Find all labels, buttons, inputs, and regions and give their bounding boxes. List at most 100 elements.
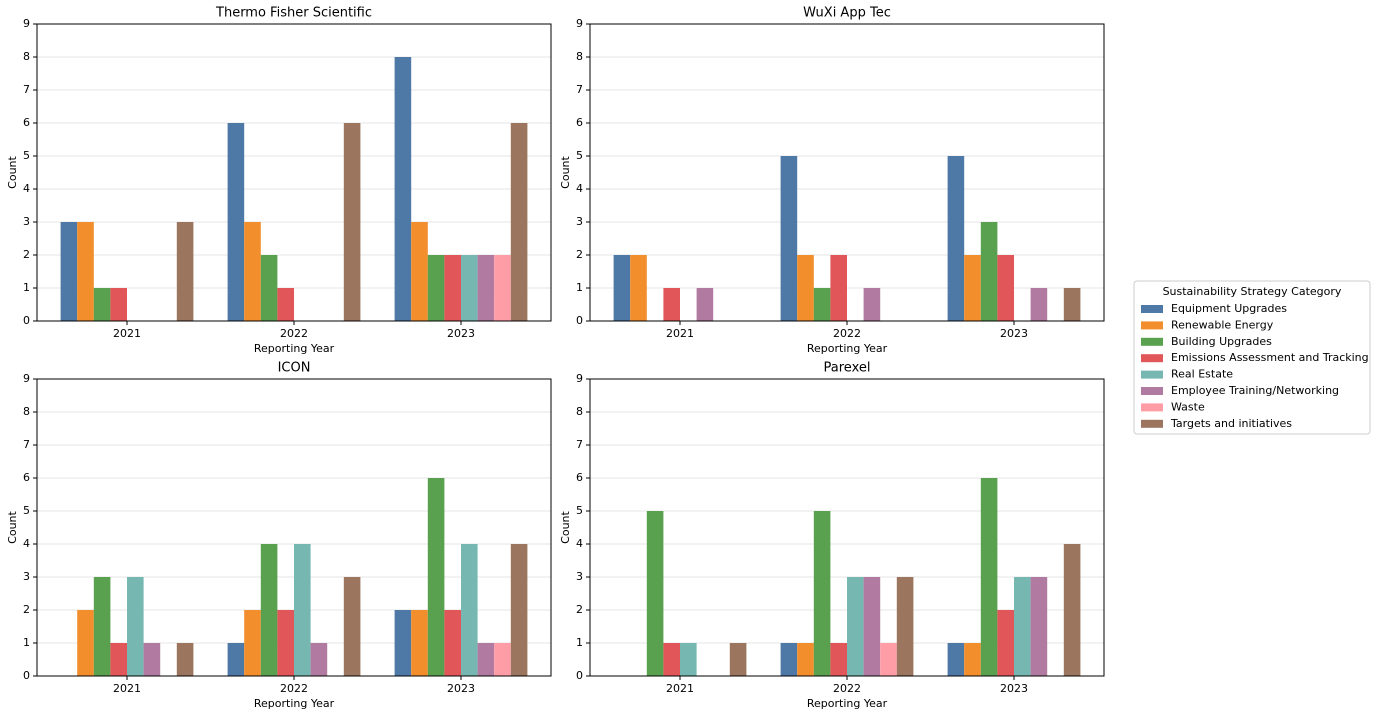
bar — [613, 255, 631, 321]
y-tick-label: 0 — [576, 669, 583, 682]
bar — [997, 610, 1014, 676]
y-tick-label: 9 — [23, 372, 30, 385]
bar — [277, 288, 294, 321]
y-tick-label: 1 — [23, 281, 30, 294]
bar — [863, 288, 881, 321]
y-tick-label: 3 — [23, 215, 30, 228]
bar — [830, 643, 847, 676]
bar — [343, 123, 361, 321]
chart-title: Thermo Fisher Scientific — [215, 6, 372, 21]
axes-frame — [36, 23, 552, 322]
x-axis-label: Reporting Year — [254, 342, 335, 355]
bar — [780, 643, 798, 676]
bar — [1063, 288, 1081, 321]
x-axis-label: Reporting Year — [807, 697, 888, 710]
chart-title: WuXi App Tec — [803, 6, 891, 21]
legend-swatch — [1141, 387, 1163, 395]
axes-frame — [589, 378, 1105, 677]
y-tick-label: 7 — [23, 83, 30, 96]
x-tick-label: 2021 — [666, 327, 694, 340]
bar — [260, 544, 278, 676]
bar — [294, 544, 311, 676]
y-tick-label: 1 — [576, 281, 583, 294]
y-tick-label: 2 — [23, 248, 30, 261]
y-axis-label: Count — [6, 510, 19, 543]
bar — [110, 288, 127, 321]
bar — [663, 288, 680, 321]
y-axis-label: Count — [559, 510, 572, 543]
bar — [797, 643, 814, 676]
legend-swatch — [1141, 419, 1163, 428]
bar — [143, 643, 161, 676]
x-tick-label: 2022 — [833, 682, 861, 695]
legend-swatch — [1141, 337, 1163, 346]
legend-label: Renewable Energy — [1171, 318, 1274, 331]
x-axis-label: Reporting Year — [254, 697, 335, 710]
bar — [813, 288, 831, 321]
bar — [980, 478, 998, 676]
bar — [127, 577, 144, 676]
y-tick-label: 6 — [23, 471, 30, 484]
bar — [176, 643, 194, 676]
bar — [77, 610, 94, 676]
bar — [1030, 577, 1048, 676]
bar — [947, 643, 965, 676]
bar — [244, 222, 261, 321]
bar — [427, 478, 445, 676]
bar — [847, 577, 864, 676]
bar — [680, 643, 697, 676]
y-tick-label: 2 — [576, 248, 583, 261]
bar — [411, 222, 428, 321]
bar — [277, 610, 294, 676]
y-tick-label: 9 — [23, 17, 30, 30]
bar — [310, 643, 328, 676]
y-tick-label: 0 — [23, 314, 30, 327]
x-tick-label: 2021 — [666, 682, 694, 695]
y-tick-label: 2 — [576, 603, 583, 616]
bar — [947, 156, 965, 321]
x-tick-label: 2023 — [447, 327, 475, 340]
legend-swatch — [1141, 370, 1163, 379]
bar — [997, 255, 1014, 321]
legend-box — [1133, 280, 1371, 435]
y-tick-label: 6 — [23, 116, 30, 129]
bar — [110, 643, 127, 676]
bar — [60, 222, 78, 321]
bar — [797, 255, 814, 321]
bar — [394, 610, 412, 676]
legend-swatch — [1141, 354, 1163, 363]
bar — [427, 255, 445, 321]
y-tick-label: 4 — [576, 537, 583, 550]
bar — [510, 544, 528, 676]
bar — [477, 643, 495, 676]
legend-label: Emissions Assessment and Tracking — [1171, 351, 1369, 364]
bar — [964, 643, 981, 676]
y-tick-label: 5 — [576, 504, 583, 517]
x-tick-label: 2021 — [113, 327, 141, 340]
bar — [1063, 544, 1081, 676]
bar — [980, 222, 998, 321]
y-tick-label: 7 — [576, 83, 583, 96]
legend-label: Building Upgrades — [1171, 335, 1272, 348]
y-tick-label: 2 — [23, 603, 30, 616]
bar — [227, 123, 245, 321]
y-tick-label: 1 — [23, 636, 30, 649]
y-tick-label: 5 — [23, 149, 30, 162]
chart-title: Parexel — [824, 361, 871, 376]
x-tick-label: 2021 — [113, 682, 141, 695]
bar — [411, 610, 428, 676]
bar — [964, 255, 981, 321]
legend-label: Waste — [1171, 400, 1205, 413]
bar — [176, 222, 194, 321]
bar — [646, 511, 664, 676]
bar — [696, 288, 714, 321]
bar — [461, 255, 478, 321]
legend-label: Real Estate — [1171, 368, 1233, 381]
bar — [227, 643, 245, 676]
y-tick-label: 0 — [23, 669, 30, 682]
y-tick-label: 3 — [576, 570, 583, 583]
y-tick-label: 5 — [23, 504, 30, 517]
bar — [244, 610, 261, 676]
bar — [729, 643, 747, 676]
